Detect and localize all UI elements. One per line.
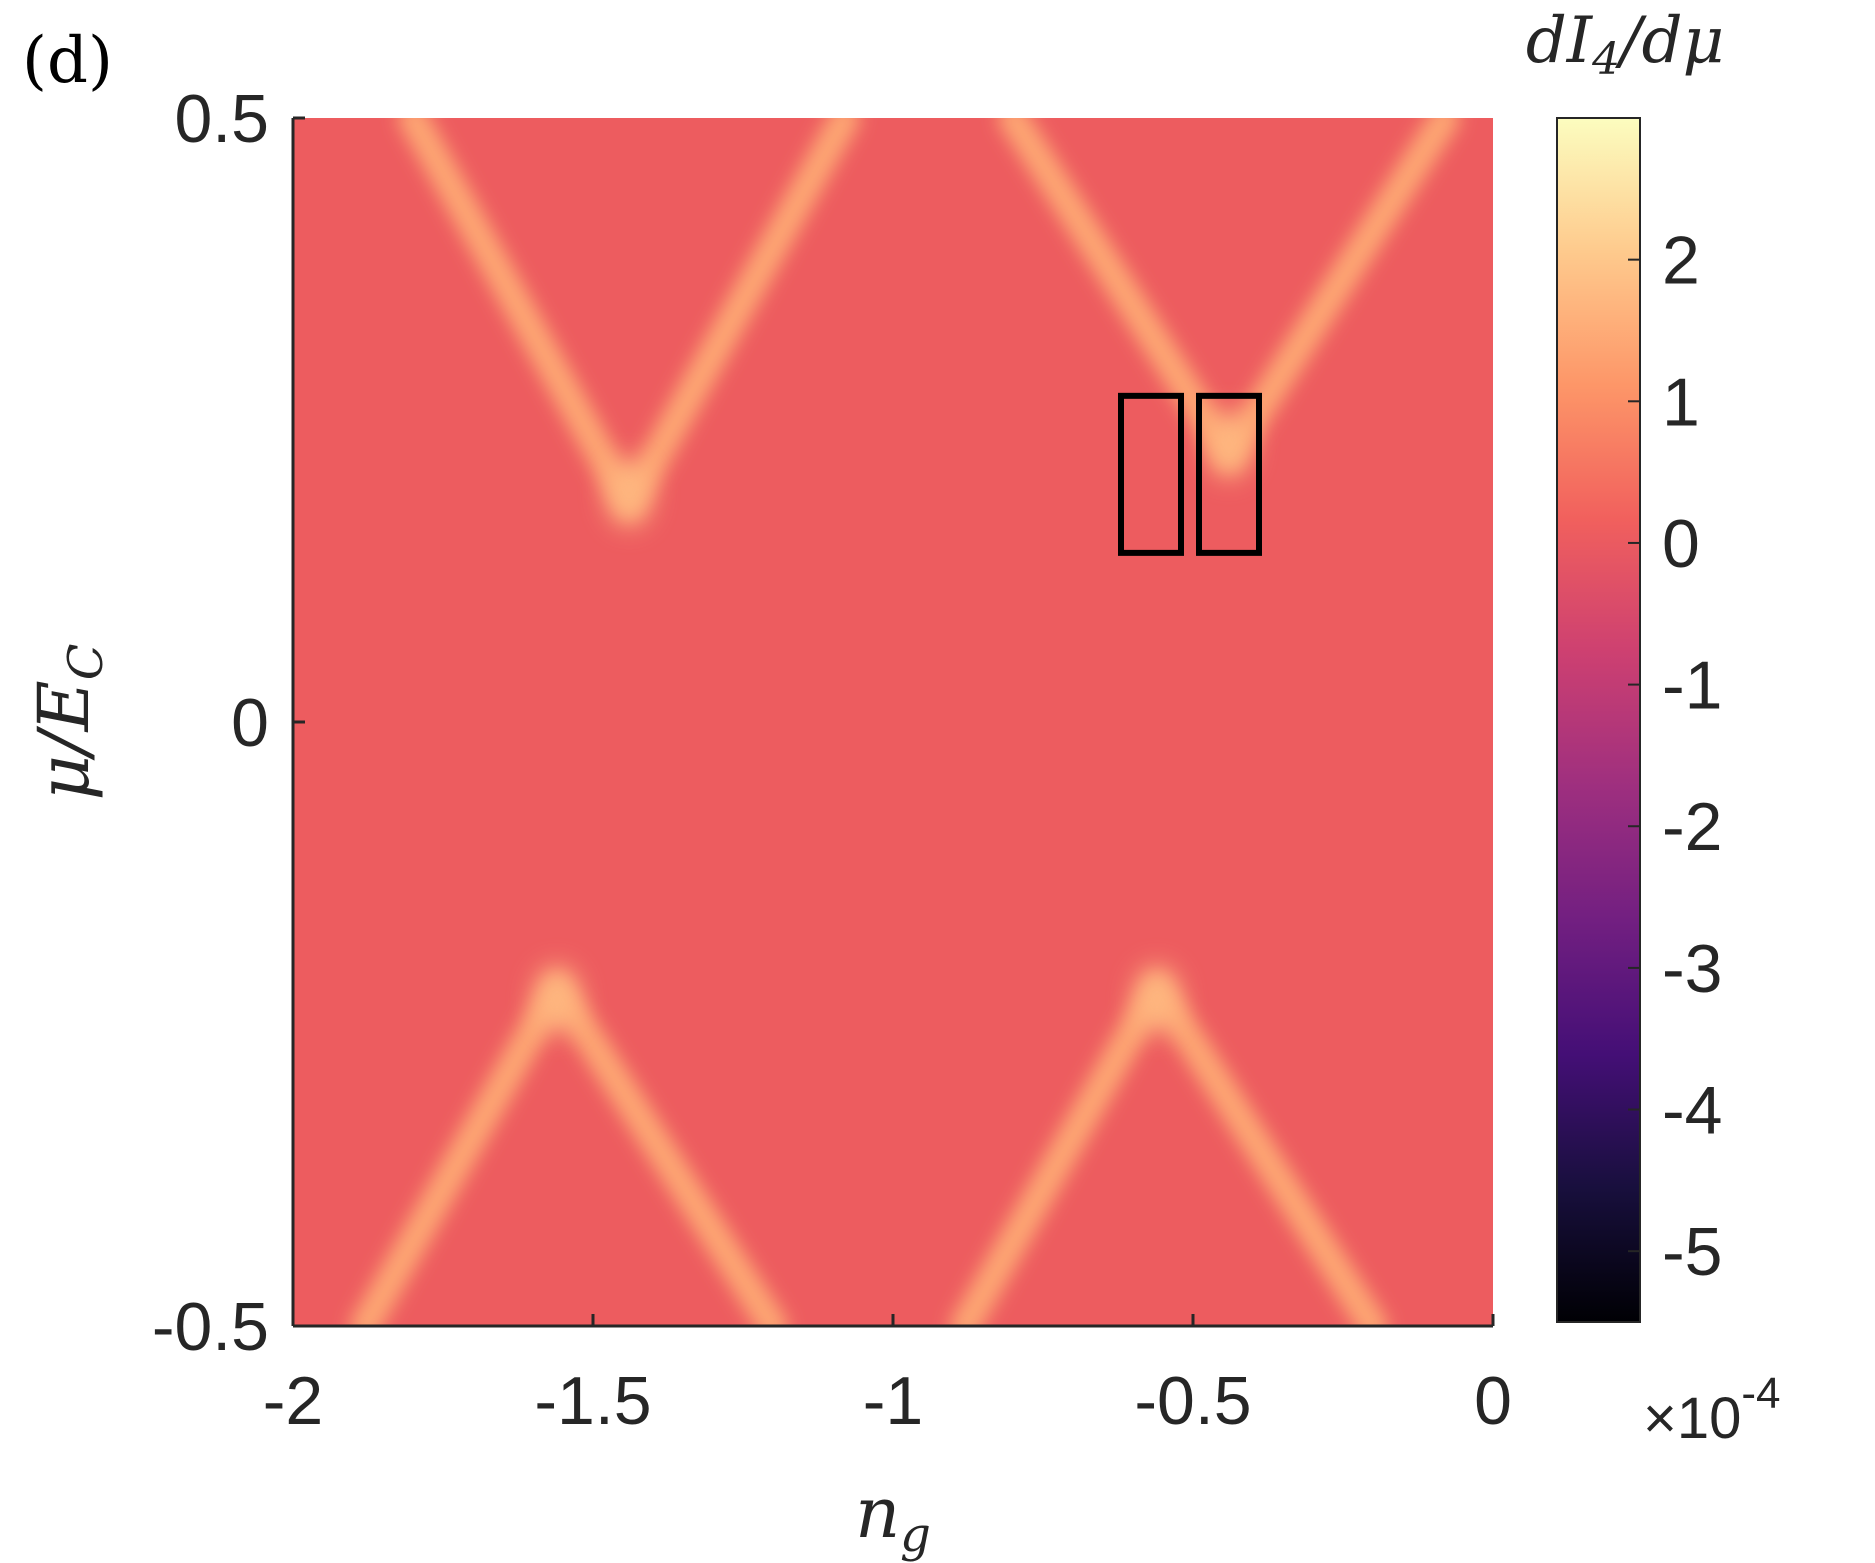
ridge-3-apex (535, 965, 579, 1034)
x-axis-label: ng (855, 1472, 931, 1563)
annotation-box-1 (1118, 392, 1184, 556)
panel-label: (d) (22, 24, 113, 98)
y-axis: -0.5 0 0.5 μ/EC (23, 81, 305, 1365)
colorbar-tick-label: 0 (1662, 506, 1700, 582)
colorbar-tick-label: 1 (1662, 364, 1700, 440)
ridge-2-apex (1207, 410, 1251, 479)
annotation-box-2 (1196, 392, 1262, 556)
colorbar-tick-label: -4 (1662, 1073, 1722, 1149)
heatmap-annotations (1118, 392, 1262, 556)
colorbar-label: dI4/dμ (1526, 4, 1724, 85)
colorbar-tick-label: -2 (1662, 789, 1722, 865)
colorbar-tick-label: -1 (1662, 648, 1722, 724)
x-tick-label: -0.5 (1134, 1363, 1251, 1439)
colorbar-ticks: 2 1 0 -1 -2 -3 -4 -5 (1628, 223, 1722, 1290)
heatmap-ridges (350, 118, 1460, 1326)
x-tick-label: -1 (863, 1363, 923, 1439)
heatmap (293, 118, 1493, 1326)
x-tick-label: 0 (1474, 1363, 1512, 1439)
colorbar-tick-label: -5 (1662, 1214, 1722, 1290)
ridge-1-apex (607, 458, 651, 527)
colorbar: 2 1 0 -1 -2 -3 -4 -5 dI4/dμ ×10-4 (1526, 4, 1781, 1451)
y-ticks: -0.5 0 0.5 (152, 81, 305, 1365)
x-ticks: -2 -1.5 -1 -0.5 0 (263, 1314, 1512, 1439)
y-axis-label: μ/EC (23, 644, 114, 801)
x-tick-label: -2 (263, 1363, 323, 1439)
colorbar-tick-label: -3 (1662, 931, 1722, 1007)
x-axis: -2 -1.5 -1 -0.5 0 ng (263, 1314, 1512, 1563)
colorbar-multiplier: ×10-4 (1643, 1369, 1781, 1451)
ridge-4-apex (1135, 965, 1179, 1034)
y-tick-label: -0.5 (152, 1289, 269, 1365)
x-tick-label: -1.5 (534, 1363, 651, 1439)
colorbar-fill (1556, 117, 1641, 1323)
y-tick-label: 0.5 (174, 81, 269, 157)
colorbar-tick-label: 2 (1662, 223, 1700, 299)
y-tick-label: 0 (231, 685, 269, 761)
